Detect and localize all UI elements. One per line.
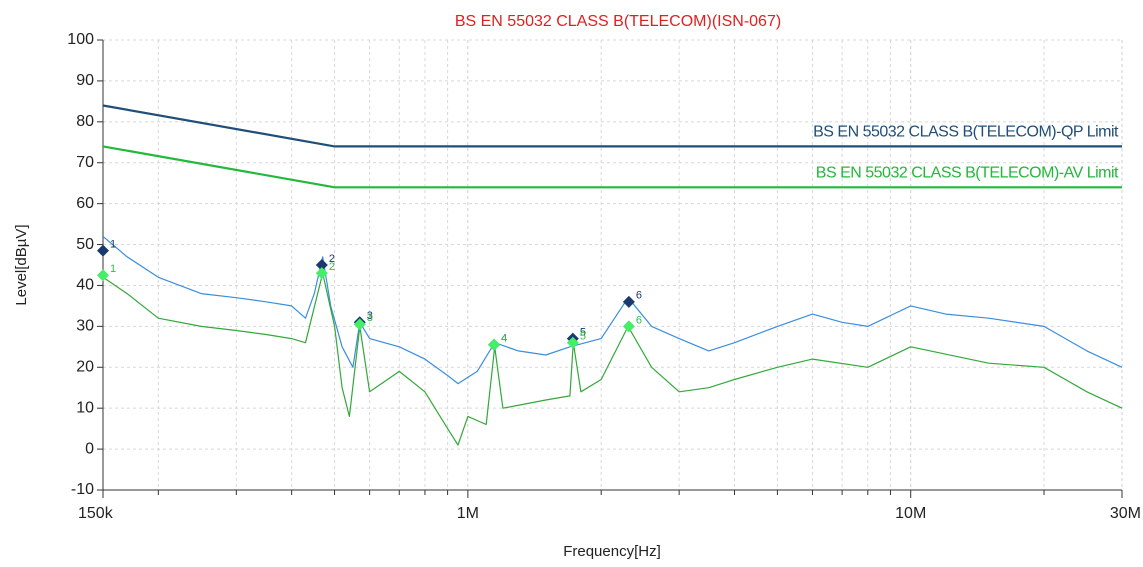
marker-label: 2 (329, 253, 335, 265)
y-tick-label: 70 (76, 154, 94, 171)
y-axis-label: Level[dBµV] (13, 224, 30, 305)
marker-label: 6 (636, 314, 642, 326)
y-tick-label: 80 (76, 113, 94, 130)
y-tick-label: 90 (76, 72, 94, 89)
series-line (102, 235, 1123, 385)
y-tick-label: 40 (76, 277, 94, 294)
x-tick-label: 150k (78, 505, 114, 522)
marker-av (353, 318, 366, 331)
marker-av (566, 336, 579, 349)
x-axis-label: Frequency[Hz] (563, 543, 661, 560)
marker-av (97, 269, 109, 282)
marker-label: 1 (110, 263, 116, 275)
y-tick-label: 100 (67, 31, 94, 48)
series-label: BS EN 55032 CLASS B(TELECOM)-AV Limit (816, 164, 1119, 181)
y-tick-label: 30 (76, 318, 94, 335)
marker-label: 5 (580, 327, 586, 339)
marker-av (488, 338, 501, 351)
marker-av (315, 267, 328, 280)
series-line (102, 272, 1123, 446)
x-tick-label: 30M (1110, 505, 1141, 522)
y-tick-label: 20 (76, 358, 94, 375)
y-tick-label: 0 (85, 440, 94, 457)
marker-qp (315, 259, 328, 271)
marker-qp (97, 244, 109, 257)
y-tick-label: -10 (71, 481, 94, 498)
chart-title: BS EN 55032 CLASS B(TELECOM)(ISN-067) (455, 13, 781, 30)
marker-label: 4 (501, 333, 507, 345)
marker-label: 5 (580, 331, 586, 343)
marker-label: 3 (367, 312, 373, 324)
series-line (102, 145, 1122, 189)
y-tick-label: 50 (76, 236, 94, 253)
y-tick-label: 10 (76, 399, 94, 416)
series-label: BS EN 55032 CLASS B(TELECOM)-QP Limit (813, 124, 1119, 141)
marker-label: 2 (329, 261, 335, 273)
marker-label: 6 (636, 290, 642, 302)
marker-av (622, 320, 635, 333)
series-line (102, 104, 1122, 148)
marker-label: 4 (501, 333, 507, 345)
marker-label: 1 (110, 239, 116, 251)
y-tick-label: 60 (76, 195, 94, 212)
x-tick-label: 10M (895, 505, 926, 522)
marker-label: 3 (367, 310, 373, 322)
marker-qp (622, 295, 635, 308)
x-tick-label: 1M (457, 505, 479, 522)
